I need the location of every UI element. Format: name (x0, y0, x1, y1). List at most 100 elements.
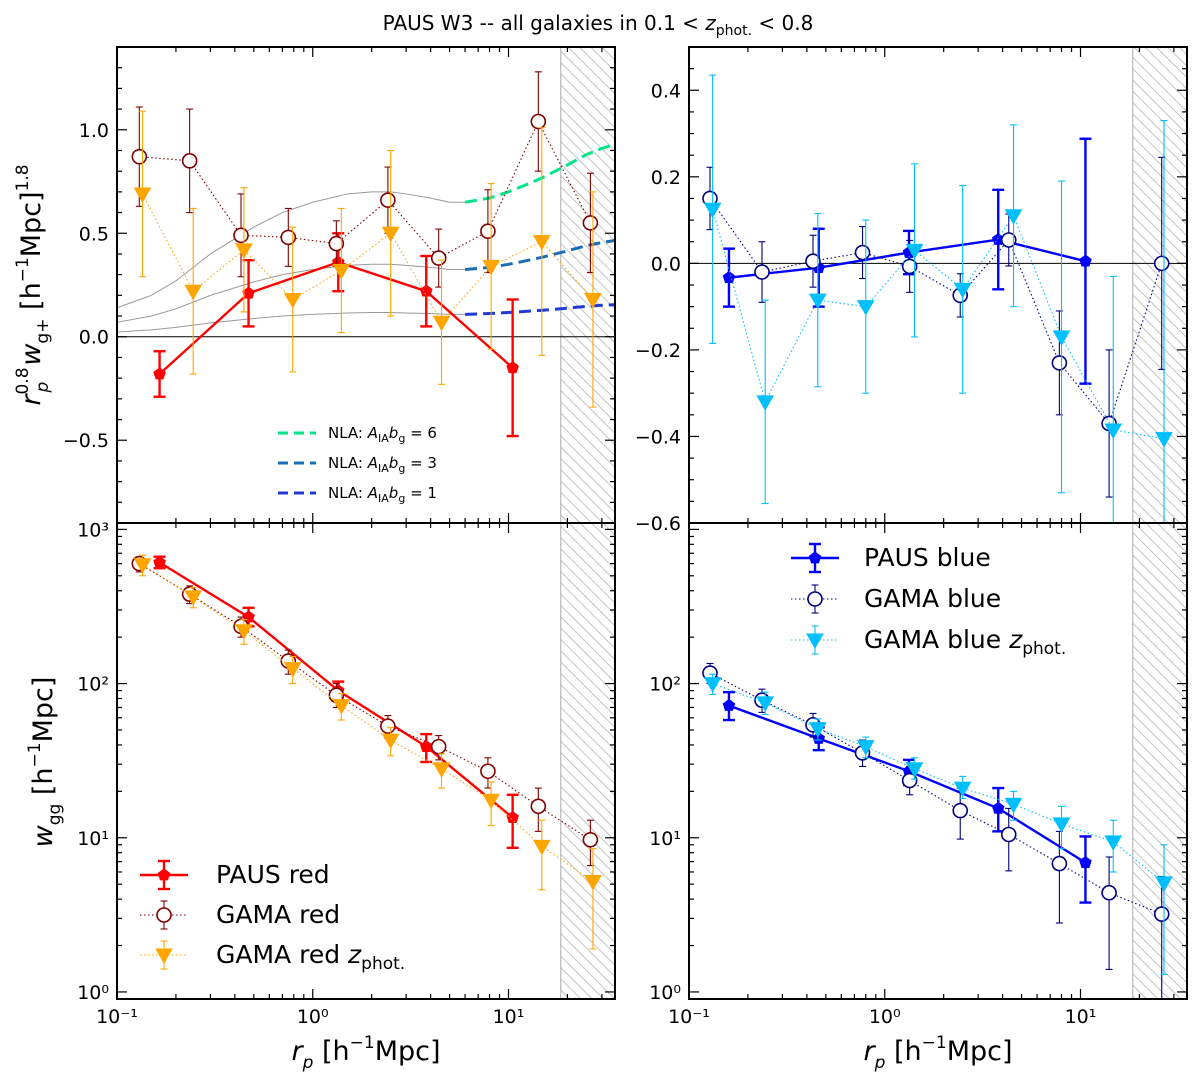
y-tick-label: 0.5 (79, 223, 109, 245)
title-sub: phot. (716, 23, 752, 39)
series-line-gama_red_zphot (142, 193, 594, 324)
y-tick-label: 10² (77, 674, 109, 696)
ylabel-bottom-minus1: −1 (25, 742, 45, 767)
legend-blue-gamaz-symbol (791, 625, 839, 655)
xlabel-left-r: r (291, 1036, 304, 1067)
series-line-gama_red (139, 120, 591, 259)
data-point (332, 699, 351, 715)
model-curve-nla1 (465, 303, 615, 316)
xlabel-right-minus1: −1 (922, 1033, 947, 1053)
y-tick-label: −0.5 (63, 430, 109, 452)
legend-blue-gamaz-z: z (1008, 625, 1023, 654)
model-curve-nla6 (464, 142, 615, 204)
legend-nla3-a: A (367, 454, 378, 472)
data-point (283, 662, 302, 678)
data-point (805, 253, 821, 270)
legend-nla6-b: b (389, 424, 399, 442)
legend-nla6-bsub: g (398, 432, 405, 445)
data-point (854, 244, 871, 261)
ylabel-top-w: w (16, 343, 47, 366)
legend-red-gama-symbol (140, 900, 188, 930)
legend-marker (156, 907, 172, 923)
ylabel-bottom-bracket: [h (28, 767, 59, 803)
data-point (582, 215, 599, 231)
data-point (419, 284, 433, 297)
data-point (1052, 330, 1071, 346)
data-point (1101, 884, 1117, 901)
legend-red-paus-symbol (140, 859, 188, 891)
legend-nla1-b: b (389, 484, 399, 502)
plot-area (117, 71, 615, 438)
data-point (584, 875, 602, 891)
xlabel-left-p: p (302, 1053, 314, 1073)
data-point (381, 226, 400, 243)
data-point (808, 722, 827, 738)
x-tick-label: 10⁰ (869, 1006, 901, 1028)
series-line-gama_blue (709, 198, 1163, 425)
y-tick-label: 0.4 (651, 80, 681, 102)
data-point (1052, 817, 1071, 833)
y-tick-label: 0.0 (79, 327, 109, 349)
excluded-region (560, 46, 616, 524)
data-point (530, 798, 547, 815)
data-point (430, 738, 447, 755)
data-point (1051, 355, 1068, 371)
legend-blue-gama-label: GAMA blue (864, 584, 1001, 613)
legend-red-gamaz-symbol (140, 940, 188, 970)
data-point (703, 202, 722, 219)
ylabel-top-mpc: Mpc] (16, 191, 47, 257)
data-point (506, 811, 519, 824)
y-tick-label: −0.4 (635, 426, 681, 448)
data-point (482, 259, 500, 276)
data-point (856, 740, 875, 756)
data-point (181, 153, 198, 169)
legend-marker (155, 948, 173, 965)
legend-marker (806, 633, 824, 650)
data-point (901, 258, 918, 275)
legend-nla6-label: NLA: AIAbg = 6 (328, 424, 437, 445)
legend-nla1-tail: = 1 (405, 484, 437, 502)
legend-nla1-asub: IA (378, 492, 389, 505)
data-point (328, 235, 345, 252)
data-point (952, 802, 969, 819)
legend-blue: PAUS blue GAMA blue GAMA blue zphot. (791, 542, 1066, 659)
legend-red: PAUS red GAMA red GAMA red zphot. (140, 859, 405, 974)
legend-red-paus-label: PAUS red (216, 860, 330, 889)
model-curve-gray-0 (117, 191, 466, 309)
data-point (432, 762, 451, 778)
axes-frame (688, 522, 1188, 1000)
data-point (419, 740, 433, 752)
legend-marker (807, 591, 823, 607)
plot-area (131, 554, 602, 950)
ylabel-bottom-gg: gg (45, 804, 65, 826)
legend-nla6-a: A (367, 424, 378, 442)
data-point (722, 698, 736, 711)
x-tick-label: 10⁻¹ (668, 1006, 710, 1028)
legend-red-gama-label: GAMA red (216, 900, 340, 929)
data-point (480, 223, 496, 239)
data-point (722, 271, 736, 283)
series-gama_red_zphot (133, 110, 602, 408)
legend-marker (808, 551, 822, 564)
series-line-gama_blue (709, 672, 1162, 915)
legend-nla1-a: A (367, 484, 378, 502)
series-gama_blue_zphot (703, 673, 1173, 975)
legend-nla1-bsub: g (398, 492, 405, 505)
legend-nla6-lead: NLA: (328, 424, 368, 442)
data-point (1104, 835, 1123, 851)
data-point (1155, 432, 1173, 448)
model-curve-gray-2 (117, 312, 466, 333)
plot-area (702, 662, 1173, 999)
axes-frame (688, 46, 1188, 524)
y-tick-label: −0.2 (635, 340, 681, 362)
data-point (1153, 255, 1170, 272)
model-curve-nla3 (464, 239, 615, 271)
ylabel-top-p: p (33, 381, 53, 393)
excluded-region (1132, 46, 1188, 524)
data-point (283, 292, 302, 309)
x-tick-label: 10¹ (1065, 1006, 1097, 1028)
data-point (332, 264, 351, 280)
plot-area (689, 74, 1187, 523)
xlabel-left-minus1: −1 (350, 1033, 375, 1053)
